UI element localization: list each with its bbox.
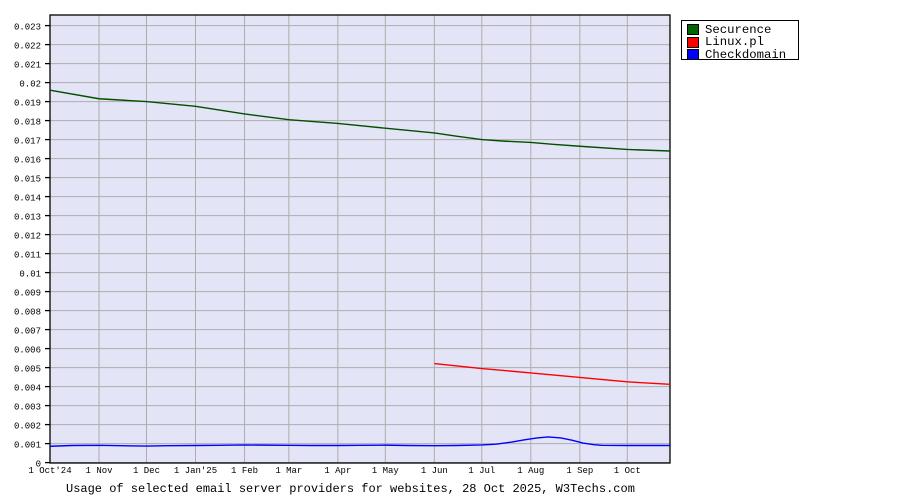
svg-text:1 Apr: 1 Apr (324, 466, 351, 476)
svg-text:0.016: 0.016 (14, 156, 41, 166)
svg-text:0.006: 0.006 (14, 346, 41, 356)
svg-text:1 Mar: 1 Mar (275, 466, 302, 476)
svg-text:0.018: 0.018 (14, 118, 41, 128)
svg-text:0.001: 0.001 (14, 441, 41, 451)
svg-text:0.013: 0.013 (14, 213, 41, 223)
svg-text:0.022: 0.022 (14, 42, 41, 52)
svg-text:0.005: 0.005 (14, 365, 41, 375)
svg-text:0.008: 0.008 (14, 308, 41, 318)
svg-text:1 Sep: 1 Sep (566, 466, 593, 476)
svg-text:0.007: 0.007 (14, 327, 41, 337)
svg-text:1 Jun: 1 Jun (421, 466, 448, 476)
svg-text:0.002: 0.002 (14, 422, 41, 432)
svg-text:1 Oct: 1 Oct (614, 466, 641, 476)
svg-text:0.014: 0.014 (14, 194, 41, 204)
svg-text:0.015: 0.015 (14, 175, 41, 185)
svg-text:0.004: 0.004 (14, 384, 41, 394)
svg-text:1 Jan'25: 1 Jan'25 (174, 466, 217, 476)
svg-text:1 May: 1 May (372, 466, 400, 476)
svg-text:0.01: 0.01 (19, 270, 41, 280)
svg-text:1 Oct'24: 1 Oct'24 (28, 466, 71, 476)
svg-text:0.017: 0.017 (14, 137, 41, 147)
svg-text:0.019: 0.019 (14, 99, 41, 109)
svg-text:1 Nov: 1 Nov (86, 466, 114, 476)
svg-text:1 Feb: 1 Feb (231, 466, 258, 476)
svg-text:0.003: 0.003 (14, 403, 41, 413)
svg-text:1 Dec: 1 Dec (133, 466, 160, 476)
svg-text:0.012: 0.012 (14, 232, 41, 242)
svg-text:0.023: 0.023 (14, 23, 41, 33)
svg-text:0.021: 0.021 (14, 61, 41, 71)
svg-text:0.011: 0.011 (14, 251, 41, 261)
svg-text:1 Jul: 1 Jul (468, 466, 495, 476)
svg-text:0.009: 0.009 (14, 289, 41, 299)
svg-text:0.02: 0.02 (19, 80, 41, 90)
svg-text:1 Aug: 1 Aug (517, 466, 544, 476)
